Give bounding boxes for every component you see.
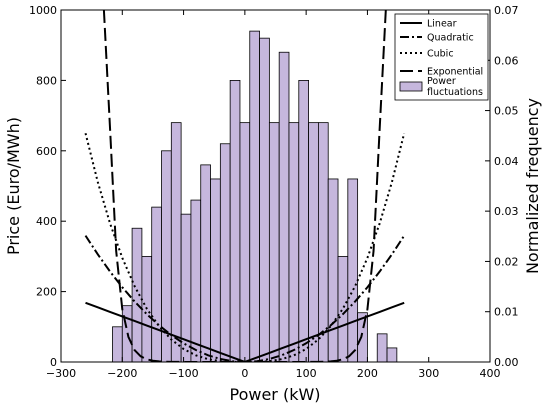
histogram-bar <box>347 178 359 363</box>
y-tick-label: 800 <box>36 74 57 87</box>
x-tick-label: 300 <box>418 367 439 380</box>
series-line-linear <box>85 301 405 362</box>
y-tick-label: 400 <box>36 215 57 228</box>
y2-tick-label: 0.07 <box>494 4 519 17</box>
y2-tick-label: 0.02 <box>494 255 519 268</box>
histogram-bar <box>249 30 260 363</box>
legend-label: fluctuations <box>427 87 483 98</box>
y2-tick-label: 0.00 <box>494 356 519 369</box>
legend-swatch-power-fluctuations <box>399 81 423 92</box>
legend-label: Cubic <box>427 49 454 60</box>
y-tick-label: 600 <box>36 145 57 158</box>
histogram-bar <box>151 206 162 363</box>
histogram-bar <box>386 347 398 363</box>
axis-ticks: −300 −200 −100 0 100 200 300 400 0 200 400 600 800 10… <box>29 4 519 380</box>
x-tick-label: −300 <box>46 367 76 380</box>
x-tick-label: −100 <box>168 367 198 380</box>
histogram-bar <box>190 199 202 363</box>
histogram-bar <box>327 178 339 363</box>
y2-tick-label: 0.01 <box>494 306 519 319</box>
x-tick-label: 0 <box>241 367 248 380</box>
y2-tick-label: 0.06 <box>494 54 519 67</box>
histogram-bar <box>170 122 182 363</box>
x-axis-title: Power (kW) <box>229 385 320 404</box>
y2-tick-label: 0.04 <box>494 155 519 168</box>
histogram-bar <box>200 164 211 363</box>
y2-tick-label: 0.03 <box>494 205 519 218</box>
histogram-bar <box>259 37 270 363</box>
histogram-bar <box>239 122 251 363</box>
legend: Linear Quadratic Cubic ExponentialPowerfluc… <box>394 13 489 101</box>
y2-tick-label: 0.05 <box>494 105 519 118</box>
histogram-bar <box>268 122 280 363</box>
plot-frame <box>60 9 491 363</box>
histogram-bar <box>308 122 319 363</box>
legend-label: Quadratic <box>427 33 474 44</box>
histogram-bar <box>112 326 123 363</box>
series-line-cubic <box>84 132 406 362</box>
histogram-bar <box>219 143 231 363</box>
histogram-bar <box>317 122 329 363</box>
legend-label: Power <box>427 76 456 87</box>
histogram-bar <box>229 80 241 363</box>
histogram-bar <box>298 80 310 363</box>
histogram-bar <box>210 178 221 363</box>
y-tick-label: 200 <box>36 286 57 299</box>
x-tick-label: 200 <box>357 367 378 380</box>
x-tick-label: −200 <box>107 367 137 380</box>
x-tick-label: 100 <box>296 367 317 380</box>
histogram-bar <box>278 51 290 363</box>
legend-label: Linear <box>427 19 457 30</box>
x-tick-label: 400 <box>480 367 501 380</box>
y-tick-label: 0 <box>50 356 57 369</box>
histogram-bar <box>288 122 300 363</box>
y-tick-label: 1000 <box>29 4 57 17</box>
legend-label: Exponential <box>427 67 483 78</box>
series-line-quadratic <box>84 235 406 362</box>
price-curves <box>84 10 406 362</box>
y-axis-title: Price (Euro/MWh) <box>4 117 23 255</box>
histogram-bar <box>376 333 388 363</box>
y2-axis-title: Normalized frequency <box>523 98 542 274</box>
